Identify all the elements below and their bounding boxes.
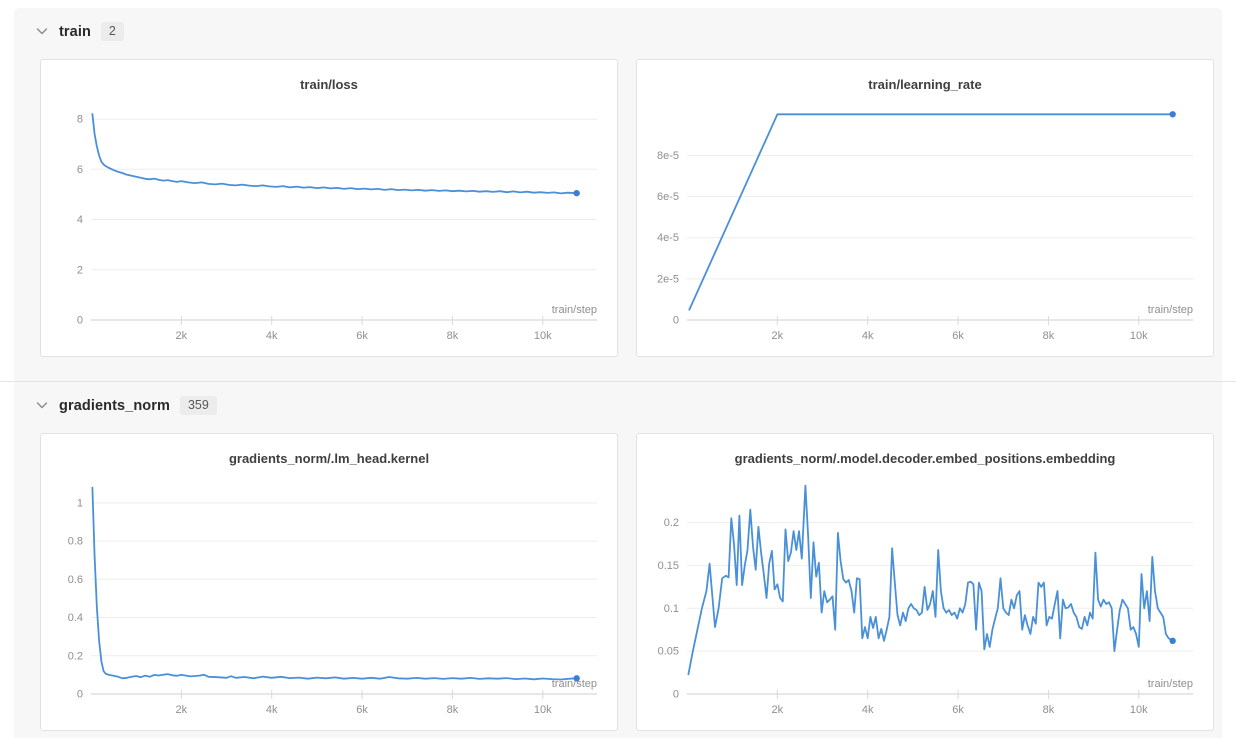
svg-text:8k: 8k: [447, 330, 459, 342]
section-divider: [0, 381, 1236, 382]
svg-text:train/step: train/step: [552, 678, 597, 690]
svg-text:0: 0: [673, 689, 679, 701]
svg-text:8k: 8k: [1043, 704, 1055, 716]
section-header-gradients-norm[interactable]: gradients_norm 359: [14, 394, 1222, 433]
svg-text:10k: 10k: [1130, 704, 1148, 716]
svg-text:2e-5: 2e-5: [657, 273, 679, 285]
panel-section-gradients-norm: gradients_norm 359 gradients_norm/.lm_he…: [14, 382, 1222, 738]
svg-text:10k: 10k: [534, 704, 552, 716]
chart-canvas[interactable]: 0 2e-5 4e-5 6e-5 8e-5 2k 4k 6k 8k 10k train/step: [641, 98, 1209, 350]
panel-section-train: train 2 train/loss 0 2 4 6 8 2k 4k 6k 8k 10k train…: [14, 8, 1222, 381]
svg-text:0.2: 0.2: [664, 517, 679, 529]
svg-text:2k: 2k: [772, 330, 784, 342]
svg-text:8k: 8k: [1043, 330, 1055, 342]
chart-panel-train-loss[interactable]: train/loss 0 2 4 6 8 2k 4k 6k 8k 10k train/step: [40, 59, 618, 357]
section-label: gradients_norm: [59, 397, 170, 414]
charts-row: train/loss 0 2 4 6 8 2k 4k 6k 8k 10k train/step tr…: [14, 59, 1222, 357]
svg-text:4: 4: [77, 214, 83, 226]
chart-title: gradients_norm/.model.decoder.embed_posi…: [734, 451, 1116, 466]
svg-text:6k: 6k: [356, 330, 368, 342]
svg-text:0.4: 0.4: [68, 612, 83, 624]
svg-text:0.1: 0.1: [664, 603, 679, 615]
svg-text:4k: 4k: [862, 704, 874, 716]
section-header-train[interactable]: train 2: [14, 20, 1222, 59]
svg-text:6k: 6k: [952, 704, 964, 716]
svg-text:8k: 8k: [447, 704, 459, 716]
svg-text:8e-5: 8e-5: [657, 150, 679, 162]
charts-row: gradients_norm/.lm_head.kernel 0 0.2 0.4 0.…: [14, 433, 1222, 731]
chart-title: train/loss: [300, 77, 358, 92]
chart-panel-lm-head-kernel[interactable]: gradients_norm/.lm_head.kernel 0 0.2 0.4 0.…: [40, 433, 618, 731]
svg-text:2k: 2k: [772, 704, 784, 716]
svg-text:4k: 4k: [266, 704, 278, 716]
chart-panel-train-learning-rate[interactable]: train/learning_rate 0 2e-5 4e-5 6e-5 8e-5 2k 4…: [636, 59, 1214, 357]
chart-panel-embed-positions-embedding[interactable]: gradients_norm/.model.decoder.embed_posi…: [636, 433, 1214, 731]
svg-text:0.05: 0.05: [658, 646, 679, 658]
chart-canvas[interactable]: 0 2 4 6 8 2k 4k 6k 8k 10k train/step: [45, 98, 613, 350]
chart-canvas[interactable]: 0 0.2 0.4 0.6 0.8 1 2k 4k 6k 8k 10k train/step: [45, 472, 613, 724]
svg-text:train/step: train/step: [1148, 678, 1193, 690]
svg-text:6: 6: [77, 164, 83, 176]
svg-text:10k: 10k: [534, 330, 552, 342]
chart-canvas[interactable]: 0 0.05 0.1 0.15 0.2 2k 4k 6k 8k 10k train/step: [641, 472, 1209, 724]
svg-text:6k: 6k: [952, 330, 964, 342]
svg-text:8: 8: [77, 114, 83, 126]
svg-text:1: 1: [77, 497, 83, 509]
svg-text:4k: 4k: [862, 330, 874, 342]
svg-text:10k: 10k: [1130, 330, 1148, 342]
section-count-badge: 2: [100, 22, 124, 41]
section-label: train: [59, 23, 91, 40]
svg-text:4k: 4k: [266, 330, 278, 342]
svg-text:6e-5: 6e-5: [657, 191, 679, 203]
chevron-down-icon[interactable]: [36, 400, 49, 412]
svg-text:6k: 6k: [356, 704, 368, 716]
chevron-down-icon[interactable]: [36, 26, 49, 38]
svg-text:0.2: 0.2: [68, 650, 83, 662]
svg-text:0.8: 0.8: [68, 536, 83, 548]
section-count-badge: 359: [179, 396, 217, 415]
svg-text:2k: 2k: [176, 330, 188, 342]
svg-text:2: 2: [77, 264, 83, 276]
svg-text:0: 0: [77, 315, 83, 327]
chart-title: gradients_norm/.lm_head.kernel: [228, 451, 430, 466]
svg-text:0: 0: [673, 315, 679, 327]
chart-title: train/learning_rate: [868, 77, 982, 92]
svg-text:0.6: 0.6: [68, 574, 83, 586]
svg-text:train/step: train/step: [552, 304, 597, 316]
svg-text:0.15: 0.15: [658, 560, 679, 572]
svg-text:train/step: train/step: [1148, 304, 1193, 316]
svg-text:2k: 2k: [176, 704, 188, 716]
svg-text:4e-5: 4e-5: [657, 232, 679, 244]
svg-text:0: 0: [77, 689, 83, 701]
